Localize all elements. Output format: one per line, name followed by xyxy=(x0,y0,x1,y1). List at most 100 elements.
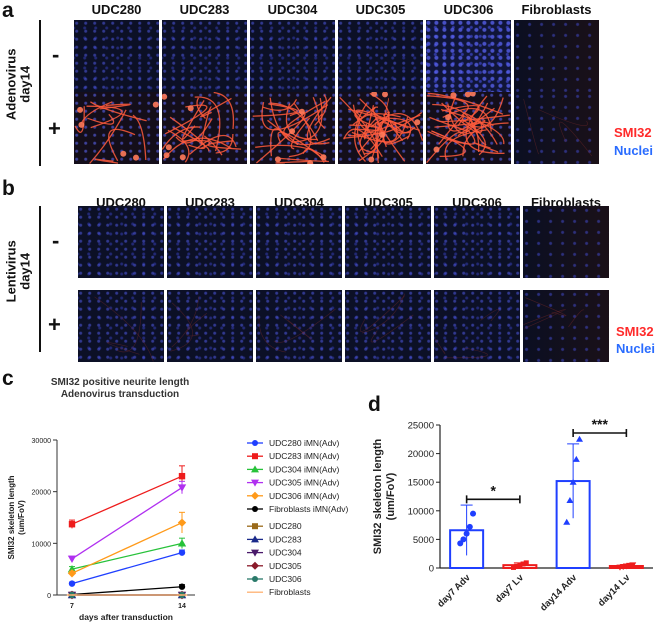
panel-a-plus-sign: + xyxy=(48,116,61,141)
panel-d-point-0-2 xyxy=(463,530,470,537)
panel-c-line-chart: SMI32 positive neurite lengthAdenovirus … xyxy=(7,377,349,622)
panel-c-point-5-1 xyxy=(178,583,186,590)
panel-d-point-2-3 xyxy=(572,455,580,462)
panel_b-minus-image-0 xyxy=(78,206,164,278)
panel-c-legend-marker-3 xyxy=(251,479,259,487)
panel-d-point-2-1 xyxy=(566,497,574,504)
panel-c-legend-item-11: Fibroblasts xyxy=(247,587,311,597)
panel-a-smi32-legend: SMI32 xyxy=(614,125,652,140)
panel-d-point-2-4 xyxy=(576,435,584,442)
panel-c-point-2-0 xyxy=(67,564,77,573)
panel_b-plus-overlay-4 xyxy=(434,308,500,359)
panel-c-point-0-0 xyxy=(68,580,76,587)
panel_a-col-header-0: UDC280 xyxy=(91,2,142,17)
panel-d-y-axis-label-1: (um/FoV) xyxy=(385,472,397,520)
panel-c-point-2-1 xyxy=(177,539,187,547)
panel-d-point-1-3 xyxy=(520,561,526,567)
panel-c-legend-item-3: UDC305 iMN(Adv) xyxy=(247,478,340,488)
panel_a-plus-image-5 xyxy=(514,92,599,164)
panel-c-y-tick-label-0: 0 xyxy=(47,593,51,600)
panel-c-legend-item-1: UDC283 iMN(Adv) xyxy=(247,451,340,461)
panel-c-y-axis-label-0: SMI32 skeleton length xyxy=(7,475,16,559)
panel-c-x-axis-label: days after transduction xyxy=(79,612,173,622)
panel-d-point-0-4 xyxy=(470,510,477,517)
panel-d-point-1-2 xyxy=(517,562,523,568)
panel-d-y-tick-label-1: 5000 xyxy=(413,535,434,546)
panel-d-point-1-0 xyxy=(510,564,516,570)
panel_a-plus-image-0 xyxy=(74,92,159,164)
panel-c-point-4-1 xyxy=(177,518,187,527)
panel-d-y-axis-label-0: SMI32 skeleton length xyxy=(372,438,384,554)
panel-a-row-label-text: Adenovirus day14 xyxy=(3,48,33,121)
panel-c-series-1 xyxy=(68,465,186,529)
panel_b-minus-image-3 xyxy=(345,206,431,278)
panel_a-plus-overlay-5 xyxy=(523,98,593,157)
panel-c-legend-label-5: Fibroblasts iMN(Adv) xyxy=(269,504,349,514)
panel-c-legend-label-1: UDC283 iMN(Adv) xyxy=(269,451,340,461)
panel-c-legend-item-4: UDC306 iMN(Adv) xyxy=(247,491,340,501)
panel-b-letter: b xyxy=(2,177,15,200)
panel-c-legend-label-10: UDC306 xyxy=(269,574,302,584)
panel-c-x-tick-label-1: 14 xyxy=(178,603,186,610)
panel-d-x-tick-label-2: day14 Adv xyxy=(538,572,580,614)
panel_b-plus-overlay-2 xyxy=(258,308,336,353)
panel-c-title-line-0: SMI32 positive neurite length xyxy=(51,377,189,388)
panel_b-plus-image-4 xyxy=(434,290,520,362)
panel-d-point-0-0 xyxy=(457,540,464,547)
panel_a-plus-overlay-4 xyxy=(426,92,510,164)
panel-c-legend-label-3: UDC305 iMN(Adv) xyxy=(269,478,340,488)
panel_b-minus-image-5 xyxy=(523,206,609,278)
panel-c-legend-label-7: UDC283 xyxy=(269,534,302,544)
panel_a-plus-image-4 xyxy=(426,92,511,164)
panel-c-legend-label-6: UDC280 xyxy=(269,521,302,531)
panel-c-legend-item-0: UDC280 iMN(Adv) xyxy=(247,438,340,448)
panel_a-minus-image-5 xyxy=(514,20,599,92)
panel-c-legend-marker-0 xyxy=(252,440,258,446)
panel_b-plus-image-1 xyxy=(167,290,253,362)
panel-c-point-1-1 xyxy=(178,472,186,480)
panel_b-minus-image-1 xyxy=(167,206,253,278)
panel-c-legend-label-4: UDC306 iMN(Adv) xyxy=(269,491,340,501)
panel-c-legend-label-11: Fibroblasts xyxy=(269,587,311,597)
panel-d-letter: d xyxy=(368,393,381,416)
panel_b-col-header-2: UDC304 xyxy=(274,195,324,210)
panel-a-nuclei-legend: Nuclei xyxy=(614,143,654,158)
panel_a-plus-overlay-0 xyxy=(74,101,159,164)
panel-c-series-line-3 xyxy=(71,486,183,560)
panel-d-point-0-3 xyxy=(466,523,473,530)
panel-d-point-2-2 xyxy=(569,478,577,485)
panel_b-plus-image-3 xyxy=(345,290,431,362)
panel-b-row-label: Lentivirus day14 xyxy=(3,226,34,316)
panel-c-legend-item-9: UDC305 xyxy=(247,561,302,571)
panel_b-col-header-0: UDC280 xyxy=(96,195,146,210)
panel-c-legend-label-9: UDC305 xyxy=(269,561,302,571)
panel-c-series-line-5 xyxy=(71,586,183,596)
panel-c-legend-item-7: UDC283 xyxy=(247,534,302,544)
panel-c-point-1-0 xyxy=(68,521,76,528)
panel_a-col-header-3: UDC305 xyxy=(355,2,406,17)
panel-d-bar-chart: 0 5000 10000 15000 20000 25000 SMI32 skeleton … xyxy=(372,416,653,614)
panel_a-col-header-5: Fibroblasts xyxy=(521,2,592,17)
panel_b-plus-image-0 xyxy=(78,290,164,362)
panel-c-legend-item-10: UDC306 xyxy=(247,574,302,584)
panel-c-legend-label-8: UDC304 xyxy=(269,548,302,558)
panel_a-col-header-4: UDC306 xyxy=(443,2,494,17)
panel_a-col-header-2: UDC304 xyxy=(267,2,318,17)
panel-c-point-3-1 xyxy=(177,484,187,492)
panel-c-legend-item-6: UDC280 xyxy=(247,521,302,531)
panel-c-series-line-4 xyxy=(71,522,183,574)
panel-b-row-label-text: Lentivirus day14 xyxy=(3,240,33,303)
panel-c-legend-item-8: UDC304 xyxy=(247,548,302,558)
panel-c-legend-marker-7 xyxy=(251,535,259,543)
panel-c-y-tick-label-2: 20000 xyxy=(32,490,52,497)
panel-c-series-0 xyxy=(68,549,186,587)
panel-c-legend-marker-1 xyxy=(252,453,258,460)
panel-c-legend-label-0: UDC280 iMN(Adv) xyxy=(269,438,340,448)
panel-c-legend-item-5: Fibroblasts iMN(Adv) xyxy=(247,504,349,514)
panel-c-legend-item-2: UDC304 iMN(Adv) xyxy=(247,464,340,474)
panel-d-x-tick-label-0: day7 Adv xyxy=(435,572,473,610)
panel-c-letter: c xyxy=(2,367,14,390)
panel-c-point-3-0 xyxy=(67,555,77,564)
panel-c-legend-marker-9 xyxy=(251,561,259,570)
panel_a-plus-image-2 xyxy=(250,92,335,164)
